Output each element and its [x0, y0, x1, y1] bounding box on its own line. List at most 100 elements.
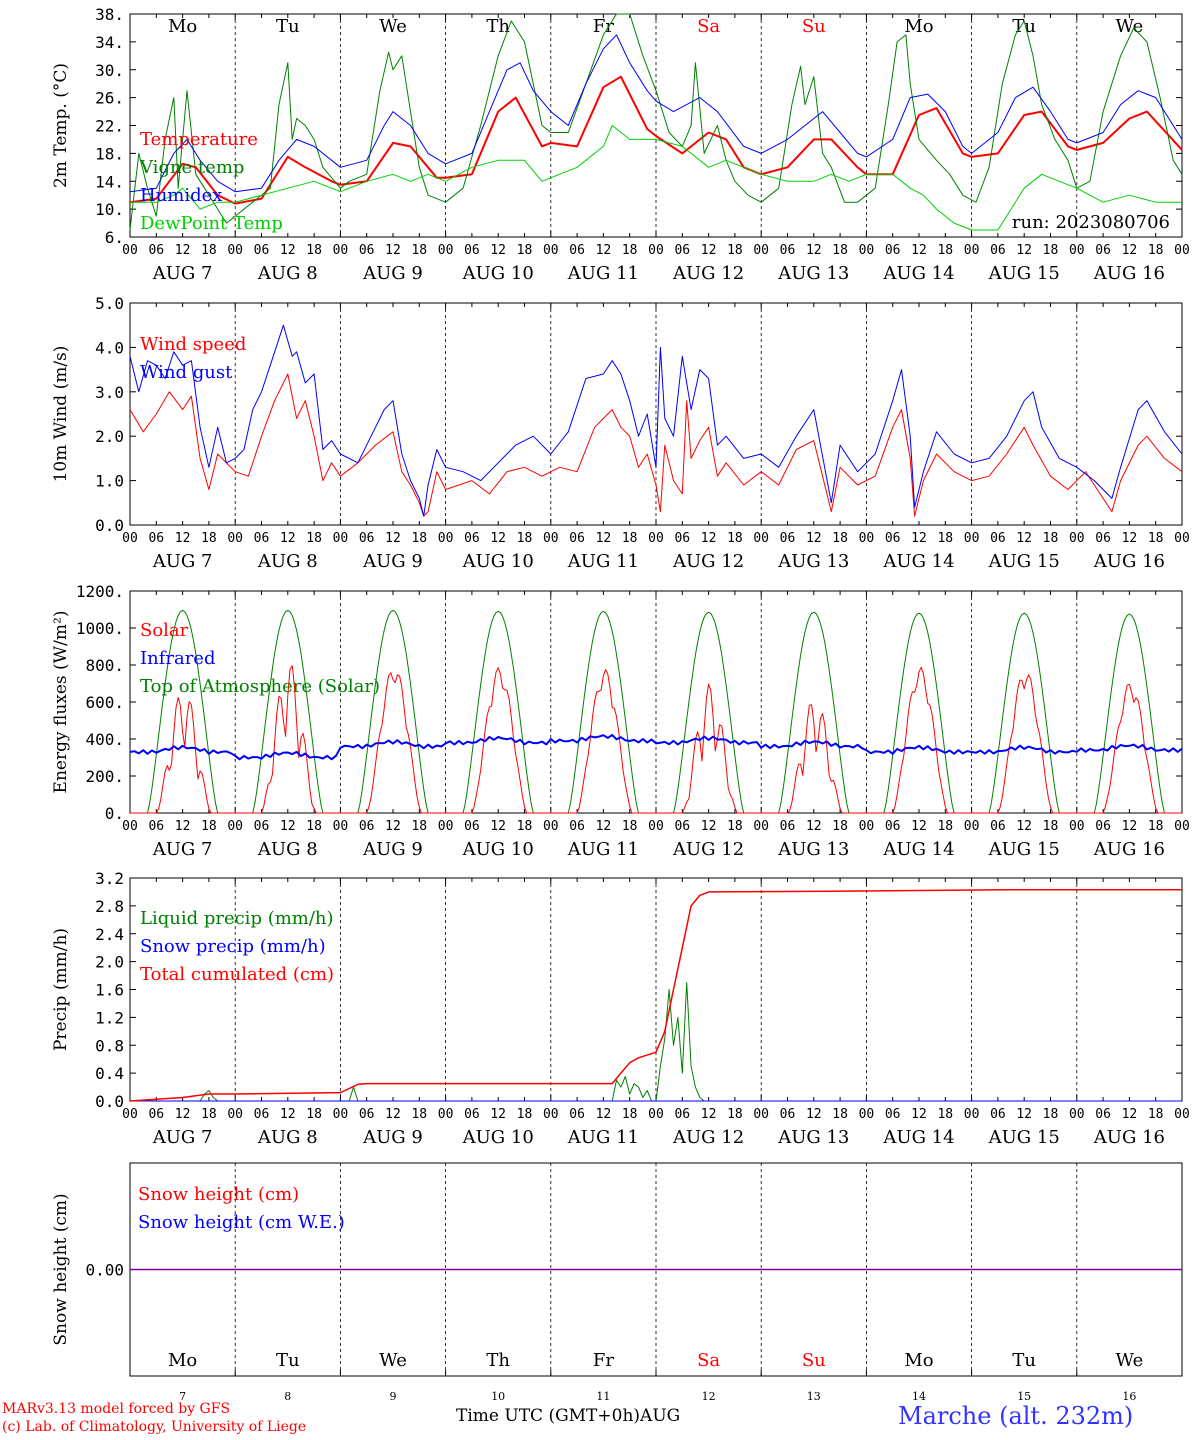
energy-hour-label: 12: [701, 819, 717, 834]
vigne-temp-line: [129, 13, 1183, 231]
toa-solar-line: [1076, 613, 1182, 814]
precip-date-label: AUG 12: [672, 1127, 744, 1148]
temp-legend-item: DewPoint Temp: [140, 213, 283, 234]
energy-hour-label: 06: [674, 819, 690, 834]
wind-hour-label: 18: [727, 531, 743, 546]
wind-hour-label: 06: [1095, 531, 1111, 546]
temp-dow-label: We: [1116, 16, 1144, 37]
temp-dow-label: Th: [486, 16, 510, 37]
precip-ytick-label: 2.4: [95, 925, 124, 944]
snow-legend-item: Snow height (cm W.E.): [138, 1212, 345, 1233]
precip-hour-label: 18: [937, 1107, 953, 1122]
energy-hour-label: 00: [648, 819, 664, 834]
snow-dow-label: Su: [802, 1350, 826, 1371]
energy-hour-label: 00: [227, 819, 243, 834]
wind-legend-item: Wind speed: [140, 334, 246, 355]
snow-date-number: 10: [491, 1390, 505, 1403]
temperature-line: [129, 75, 1183, 205]
temp-hour-label: 06: [990, 243, 1006, 258]
energy-hour-label: 06: [1095, 819, 1111, 834]
snow-dow-label: Tu: [1012, 1350, 1036, 1371]
solar-line: [130, 697, 236, 814]
precip-hour-label: 06: [148, 1107, 164, 1122]
energy-hour-label: 00: [753, 819, 769, 834]
toa-solar-line: [866, 612, 972, 814]
energy-hour-label: 12: [385, 819, 401, 834]
energy-hour-label: 12: [596, 819, 612, 834]
precip-legend-item: Total cumulated (cm): [140, 964, 334, 985]
run-label: run: 2023080706: [1012, 212, 1170, 233]
wind-hour-label: 12: [385, 531, 401, 546]
energy-ytick-label: 200.: [85, 767, 124, 786]
precip-hour-label: 00: [333, 1107, 349, 1122]
snow-date-number: 16: [1122, 1390, 1136, 1403]
energy-date-label: AUG 15: [988, 839, 1060, 860]
wind-hour-label: 06: [990, 531, 1006, 546]
precip-hour-label: 18: [306, 1107, 322, 1122]
energy-date-label: AUG 14: [882, 839, 954, 860]
precip-hour-label: 06: [674, 1107, 690, 1122]
wind-hour-label: 00: [1174, 531, 1190, 546]
energy-ytick-label: 0.: [105, 804, 124, 823]
temp-date-label: AUG 11: [567, 263, 639, 284]
energy-legend-item: Top of Atmosphere (Solar): [140, 676, 380, 697]
wind-ytick-label: 1.0: [95, 472, 124, 491]
wind-hour-label: 00: [333, 531, 349, 546]
precip-legend-item: Snow precip (mm/h): [140, 936, 326, 957]
energy-hour-label: 00: [543, 819, 559, 834]
energy-hour-label: 00: [859, 819, 875, 834]
wind-ytick-label: 5.0: [95, 294, 124, 313]
temp-date-label: AUG 13: [777, 263, 849, 284]
energy-date-label: AUG 10: [462, 839, 534, 860]
snow-date-number: 13: [807, 1390, 821, 1403]
precip-date-label: AUG 15: [988, 1127, 1060, 1148]
precip-hour-label: 18: [201, 1107, 217, 1122]
wind-hour-label: 18: [306, 531, 322, 546]
precip-hour-label: 12: [490, 1107, 506, 1122]
precip-hour-label: 18: [727, 1107, 743, 1122]
precip-hour-label: 00: [122, 1107, 138, 1122]
wind-date-label: AUG 13: [777, 551, 849, 572]
energy-hour-label: 18: [306, 819, 322, 834]
temp-dow-label: We: [379, 16, 407, 37]
temp-ytick-label: 18.: [95, 144, 124, 163]
precip-date-label: AUG 11: [567, 1127, 639, 1148]
solar-line: [971, 674, 1077, 814]
wind-ylabel: 10m Wind (m/s): [51, 346, 71, 483]
toa-solar-line: [550, 610, 656, 814]
wind-date-label: AUG 15: [988, 551, 1060, 572]
precip-ytick-label: 2.0: [95, 953, 124, 972]
wind-hour-label: 18: [411, 531, 427, 546]
precip-hour-label: 12: [385, 1107, 401, 1122]
precip-date-label: AUG 7: [152, 1127, 213, 1148]
energy-date-label: AUG 7: [152, 839, 213, 860]
precip-ylabel: Precip (mm/h): [51, 928, 71, 1051]
precip-hour-label: 18: [1148, 1107, 1164, 1122]
temp-hour-label: 06: [780, 243, 796, 258]
temp-ytick-label: 34.: [95, 33, 124, 52]
toa-solar-line: [761, 611, 867, 814]
precip-legend-item: Liquid precip (mm/h): [140, 908, 334, 929]
energy-legend-item: Infrared: [140, 648, 215, 669]
temp-hour-label: 18: [517, 243, 533, 258]
snow-dow-label: We: [1116, 1350, 1144, 1371]
temp-date-label: AUG 7: [152, 263, 213, 284]
energy-hour-label: 12: [175, 819, 191, 834]
energy-hour-label: 18: [622, 819, 638, 834]
wind-hour-label: 18: [832, 531, 848, 546]
dewpoint-temp-line: [130, 125, 1182, 231]
temp-ytick-label: 14.: [95, 172, 124, 191]
energy-hour-label: 12: [1122, 819, 1138, 834]
wind-hour-label: 06: [359, 531, 375, 546]
precip-hour-label: 00: [543, 1107, 559, 1122]
precip-hour-label: 06: [254, 1107, 270, 1122]
temp-hour-label: 18: [201, 243, 217, 258]
temp-hour-label: 06: [148, 243, 164, 258]
energy-date-label: AUG 11: [567, 839, 639, 860]
temp-hour-label: 18: [832, 243, 848, 258]
energy-hour-label: 12: [280, 819, 296, 834]
energy-hour-label: 06: [990, 819, 1006, 834]
wind-ytick-label: 4.0: [95, 338, 124, 357]
temp-hour-label: 00: [859, 243, 875, 258]
temp-hour-label: 12: [385, 243, 401, 258]
